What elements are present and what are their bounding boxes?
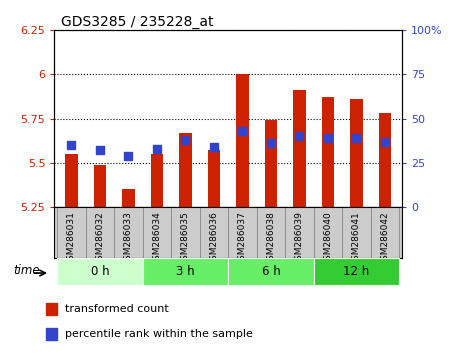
Point [324, 135, 332, 141]
Text: GSM286035: GSM286035 [181, 211, 190, 266]
Text: 12 h: 12 h [343, 265, 369, 278]
Bar [86, 207, 114, 258]
Point [182, 137, 189, 143]
Text: GSM286032: GSM286032 [96, 211, 105, 266]
Text: transformed count: transformed count [65, 304, 169, 314]
Bar [236, 74, 249, 207]
Text: percentile rank within the sample: percentile rank within the sample [65, 329, 253, 339]
Text: 0 h: 0 h [91, 265, 109, 278]
Bar [228, 258, 314, 285]
Bar [350, 99, 363, 207]
Bar [171, 207, 200, 258]
Point [210, 144, 218, 150]
Bar [208, 150, 220, 207]
Text: GSM286042: GSM286042 [380, 211, 389, 266]
Text: GSM286034: GSM286034 [152, 211, 161, 266]
Text: GSM286041: GSM286041 [352, 211, 361, 266]
Bar [94, 165, 106, 207]
Text: GSM286031: GSM286031 [67, 211, 76, 266]
Text: GSM286038: GSM286038 [266, 211, 275, 266]
Text: 6 h: 6 h [262, 265, 280, 278]
Bar [285, 207, 314, 258]
Point [267, 141, 275, 146]
Bar [314, 207, 342, 258]
Point [68, 142, 75, 148]
Bar [143, 258, 228, 285]
Text: time: time [14, 264, 40, 277]
Bar [143, 207, 171, 258]
Bar [314, 258, 399, 285]
Bar [179, 133, 192, 207]
Point [239, 128, 246, 134]
Text: GSM286033: GSM286033 [124, 211, 133, 266]
Bar [293, 90, 306, 207]
Point [153, 146, 161, 152]
Point [125, 153, 132, 159]
Bar [65, 154, 78, 207]
Bar [322, 97, 334, 207]
Point [353, 135, 360, 141]
Point [96, 148, 104, 153]
Text: 3 h: 3 h [176, 265, 195, 278]
Bar [150, 154, 163, 207]
Bar [378, 113, 391, 207]
Bar [46, 328, 57, 340]
Point [381, 139, 389, 144]
Text: GSM286039: GSM286039 [295, 211, 304, 266]
Point [296, 133, 303, 139]
Bar [257, 207, 285, 258]
Bar [122, 189, 135, 207]
Bar [57, 207, 86, 258]
Text: GSM286037: GSM286037 [238, 211, 247, 266]
Bar [200, 207, 228, 258]
Text: GSM286036: GSM286036 [210, 211, 219, 266]
Text: GDS3285 / 235228_at: GDS3285 / 235228_at [61, 15, 214, 29]
Text: GSM286040: GSM286040 [324, 211, 333, 266]
Bar [264, 120, 277, 207]
Bar [46, 303, 57, 315]
Bar [342, 207, 371, 258]
Bar [57, 258, 143, 285]
Bar [228, 207, 257, 258]
Bar [371, 207, 399, 258]
Bar [114, 207, 143, 258]
